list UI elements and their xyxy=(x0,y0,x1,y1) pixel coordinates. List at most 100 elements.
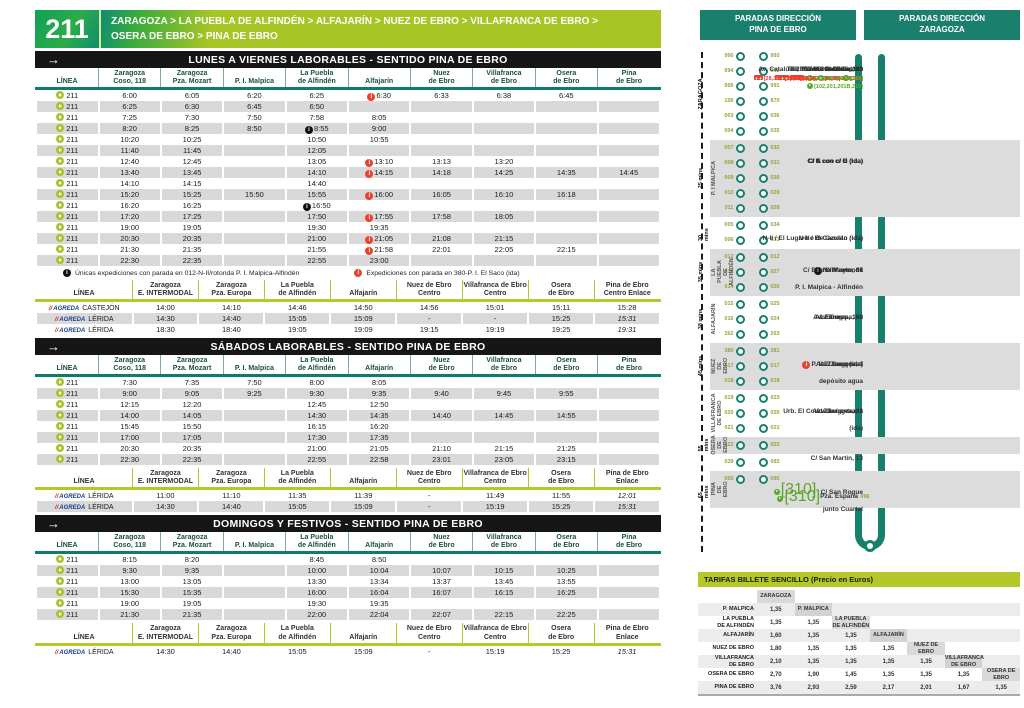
line-cell: 211 xyxy=(35,222,100,234)
column-header: LÍNEA xyxy=(36,532,99,555)
fares-empty-cell xyxy=(870,590,908,603)
route-nodes xyxy=(736,51,768,61)
stop-code: 014 xyxy=(724,284,734,291)
route-node xyxy=(736,282,745,292)
time-cell: 22:58 xyxy=(346,454,412,466)
stop-code: 022 xyxy=(770,442,780,449)
time-cell xyxy=(596,244,661,256)
fare-value: 1,90 xyxy=(807,671,820,678)
stop-left: Av. Europa , 198 xyxy=(745,306,863,324)
column-header: Zaragoza Pza. Europa xyxy=(197,468,265,491)
time-cell xyxy=(409,123,474,135)
time-cell: 15:20 xyxy=(97,189,162,201)
time-value: 17:25 xyxy=(182,212,202,222)
time-value: 13:40 xyxy=(120,168,140,178)
time-cell: 21:25 xyxy=(534,443,599,455)
time-value: 14:15 xyxy=(182,179,202,189)
time-cell xyxy=(346,178,412,190)
time-cell: 7:50 xyxy=(222,375,287,389)
green-lines-text: [102,201,201B,210] xyxy=(814,84,863,91)
route-node xyxy=(759,457,768,467)
fares-empty-cell xyxy=(945,590,983,603)
line-number: 211 xyxy=(66,599,79,609)
time-cell: 14:00 xyxy=(97,410,162,422)
stop-left: C/ B con c/ D (ida) xyxy=(745,150,863,168)
stop-row: Av. Zaragoza, 33021021Av. Zaragoza, 33 xyxy=(710,408,1020,436)
time-cell: 19:00 xyxy=(97,222,162,234)
time-value: 8:50 xyxy=(247,124,262,134)
column-header: Zaragoza Pza. Mozart xyxy=(160,532,224,555)
time-cell: 16:25 xyxy=(159,200,225,212)
time-value: 21:05 xyxy=(374,233,394,243)
time-cell: 19:30 xyxy=(284,598,350,610)
time-cell: 15:19 xyxy=(461,644,530,657)
time-cell: 14:40 xyxy=(197,313,266,325)
fares-row-label: P. MALPICA xyxy=(698,603,757,616)
route-node xyxy=(759,66,768,76)
header-row: LÍNEA Zaragoza Coso, 118 Zaragoza Pza. Moz… xyxy=(36,68,660,91)
column-header: La Puebla de Alfindén xyxy=(285,532,348,555)
time-cell: 15:09 xyxy=(329,501,398,513)
column-header: Zaragoza Pza. Mozart xyxy=(160,68,224,91)
stop-name: Urb. El Condado / entrada (ida) xyxy=(783,407,863,433)
time-cell: 17:58 xyxy=(409,211,474,223)
time-value: 21:00 xyxy=(307,444,327,454)
route-node xyxy=(736,143,745,153)
time-cell: 20:30 xyxy=(97,443,162,455)
stop-left: i P. I. El Saco (ida) xyxy=(745,353,863,371)
time-cell xyxy=(596,255,661,267)
time-value: 11:10 xyxy=(222,491,241,501)
stop-name-line: C/ B con c/ D (ida) xyxy=(745,150,863,168)
time-value: - xyxy=(427,491,431,501)
time-value: 18:05 xyxy=(494,212,514,222)
time-cell: 16:25 xyxy=(534,587,599,599)
line-cell: 211 xyxy=(35,454,100,466)
time-value: 10:00 xyxy=(307,566,327,576)
time-cell xyxy=(409,432,474,444)
stop-name-line: i P. I. El Saco (ida) xyxy=(745,353,863,371)
fares-row: ALFAJARÍN 1,60 1,35 1,35 ALFAJARÍN xyxy=(698,629,1020,642)
fare-value: 1,45 xyxy=(845,671,857,678)
company-timetable: LÍNEA Zaragoza E. INTERMODAL Zaragoza Pza.… xyxy=(35,280,661,336)
time-value: 21:15 xyxy=(494,234,514,244)
timetable-row: 211 20:30 20:35 21:00 21:05 21:10 21:15 21:25 xyxy=(35,443,661,455)
time-cell xyxy=(534,233,599,245)
column-header: Pina de Ebro xyxy=(597,532,660,555)
fare-value: 1,35 xyxy=(832,629,870,642)
stop-left: C/ E con c/ B (ida) xyxy=(745,150,863,168)
time-value: 15:05 xyxy=(287,646,307,656)
time-value: 15:30 xyxy=(120,588,140,598)
time-value: 14:40 xyxy=(222,502,241,512)
stop-code: 003 xyxy=(724,113,734,120)
time-cell xyxy=(222,156,287,168)
route-nodes xyxy=(736,111,768,121)
time-value: 8:55 xyxy=(314,123,329,133)
stop-left: Av. Zaragoza, 1 xyxy=(745,353,863,371)
line-number: 211 xyxy=(66,212,79,222)
fare-value: 1,35 xyxy=(907,655,945,668)
stop-code: 033 xyxy=(770,237,780,244)
stop-name-line: [310] C/ San Roque junto Cuartel xyxy=(745,481,863,516)
time-value: 9:35 xyxy=(371,389,387,399)
time-cell xyxy=(534,598,599,610)
time-value: 22:25 xyxy=(556,610,576,620)
stop-code: 039 xyxy=(724,459,734,466)
bus-line-icon xyxy=(56,422,65,431)
time-cell: 15:25 xyxy=(527,313,596,325)
time-value: 13:30 xyxy=(307,577,327,587)
time-cell xyxy=(534,134,599,146)
time-value: 22:30 xyxy=(120,256,140,266)
stop-name-line: Av. Puente del Pilar, s/n xyxy=(745,58,863,76)
time-value: 19:19 xyxy=(485,325,505,335)
route-nodes xyxy=(736,173,768,183)
column-header: Alfajarín xyxy=(329,468,397,491)
time-value: 17:55 xyxy=(374,211,394,221)
fares-row-label: ALFAJARÍN xyxy=(698,629,757,642)
time-value: 17:05 xyxy=(182,433,202,443)
stop-code: 990 xyxy=(724,53,734,60)
time-value: 21:10 xyxy=(432,444,451,454)
